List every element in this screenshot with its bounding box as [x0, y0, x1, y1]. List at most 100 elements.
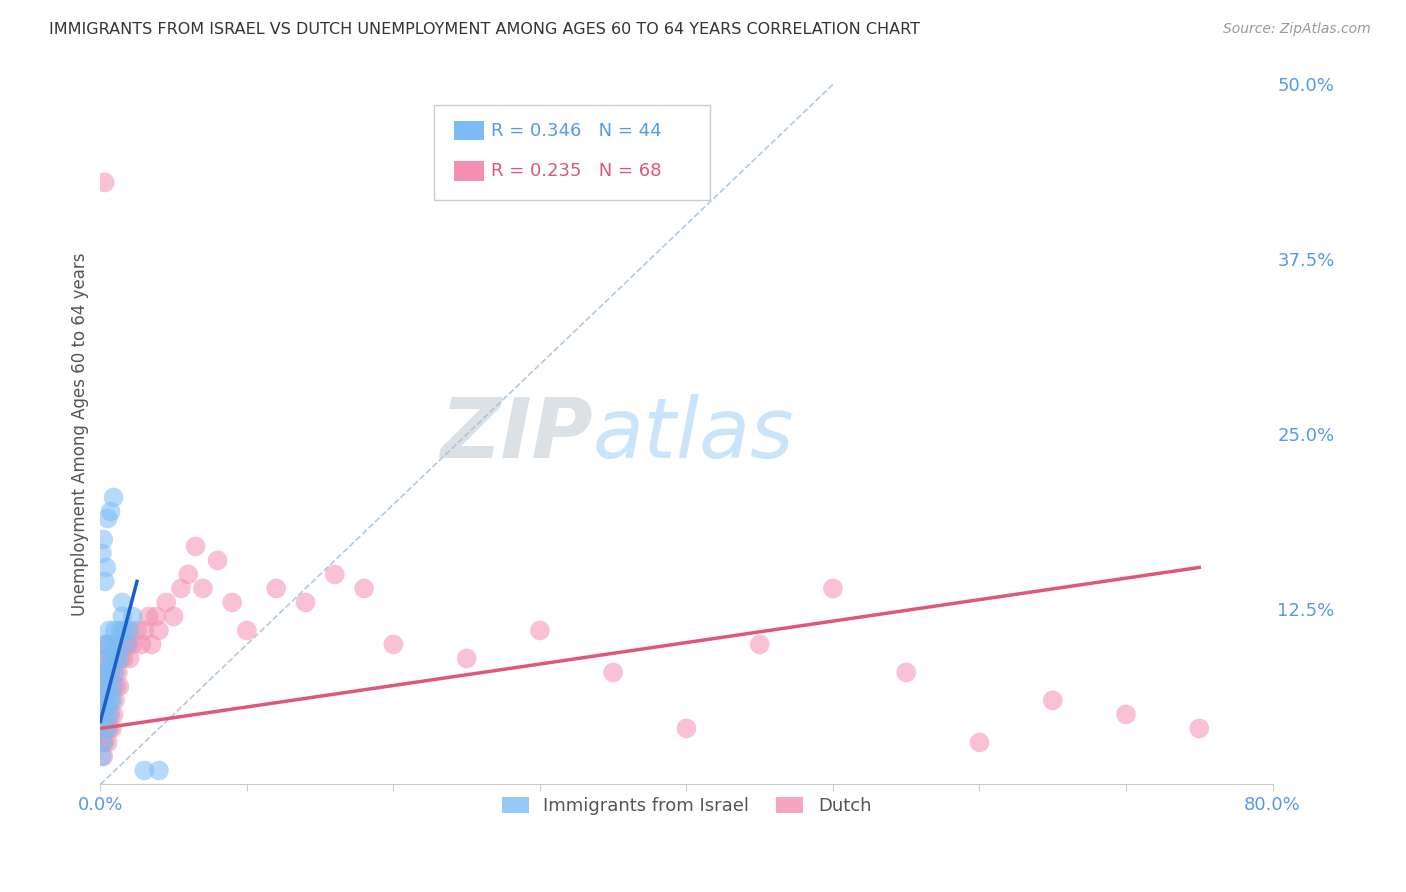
- Point: [121, 609, 143, 624]
- Point: [91, 735, 114, 749]
- Point: [100, 693, 122, 707]
- Point: [93, 176, 115, 190]
- Point: [105, 680, 128, 694]
- Point: [264, 582, 287, 596]
- Point: [104, 651, 127, 665]
- Point: [90, 707, 112, 722]
- Point: [134, 764, 156, 778]
- Point: [101, 637, 124, 651]
- FancyBboxPatch shape: [434, 105, 710, 200]
- Point: [90, 546, 112, 560]
- Point: [969, 735, 991, 749]
- Point: [1042, 693, 1064, 707]
- Point: [114, 637, 136, 651]
- Point: [821, 582, 844, 596]
- Text: IMMIGRANTS FROM ISRAEL VS DUTCH UNEMPLOYMENT AMONG AGES 60 TO 64 YEARS CORRELATI: IMMIGRANTS FROM ISRAEL VS DUTCH UNEMPLOY…: [49, 22, 920, 37]
- Point: [184, 540, 207, 554]
- Point: [103, 707, 125, 722]
- Point: [323, 567, 346, 582]
- Point: [90, 693, 112, 707]
- Point: [98, 624, 121, 638]
- Point: [353, 582, 375, 596]
- Point: [100, 707, 122, 722]
- Point: [112, 624, 135, 638]
- Point: [107, 665, 129, 680]
- Point: [93, 574, 115, 589]
- Point: [97, 637, 120, 651]
- Point: [101, 693, 124, 707]
- Point: [602, 665, 624, 680]
- Point: [111, 595, 134, 609]
- Point: [236, 624, 259, 638]
- FancyBboxPatch shape: [454, 120, 484, 140]
- Point: [108, 680, 131, 694]
- Point: [104, 624, 127, 638]
- Point: [93, 665, 115, 680]
- Text: R = 0.235   N = 68: R = 0.235 N = 68: [491, 162, 661, 180]
- Point: [170, 582, 193, 596]
- Point: [125, 624, 148, 638]
- Point: [145, 609, 167, 624]
- Point: [115, 624, 138, 638]
- FancyBboxPatch shape: [454, 161, 484, 181]
- Point: [105, 651, 128, 665]
- Point: [100, 651, 122, 665]
- Point: [118, 624, 141, 638]
- Point: [93, 693, 115, 707]
- Point: [97, 693, 120, 707]
- Point: [177, 567, 200, 582]
- Point: [148, 764, 170, 778]
- Point: [96, 722, 118, 736]
- Point: [110, 651, 132, 665]
- Point: [118, 651, 141, 665]
- Point: [93, 693, 115, 707]
- Point: [115, 637, 138, 651]
- Point: [93, 722, 115, 736]
- Point: [108, 651, 131, 665]
- Text: R = 0.346   N = 44: R = 0.346 N = 44: [491, 121, 661, 140]
- Point: [103, 491, 125, 505]
- Point: [96, 637, 118, 651]
- Point: [529, 624, 551, 638]
- Point: [98, 665, 121, 680]
- Point: [207, 553, 229, 567]
- Text: ZIP: ZIP: [440, 394, 593, 475]
- Point: [97, 651, 120, 665]
- Point: [91, 693, 114, 707]
- Point: [101, 680, 124, 694]
- Text: Source: ZipAtlas.com: Source: ZipAtlas.com: [1223, 22, 1371, 37]
- Point: [155, 595, 177, 609]
- Point: [98, 680, 121, 694]
- Point: [98, 707, 121, 722]
- Point: [98, 722, 121, 736]
- Point: [141, 637, 163, 651]
- Point: [162, 609, 184, 624]
- Point: [91, 533, 114, 547]
- Point: [97, 735, 120, 749]
- Point: [96, 560, 118, 574]
- Point: [96, 680, 118, 694]
- Text: atlas: atlas: [593, 394, 794, 475]
- Point: [1115, 707, 1137, 722]
- Point: [90, 749, 112, 764]
- Point: [134, 624, 156, 638]
- Point: [101, 722, 124, 736]
- Point: [97, 511, 120, 525]
- Point: [91, 707, 114, 722]
- Point: [294, 595, 316, 609]
- Point: [896, 665, 918, 680]
- Point: [97, 722, 120, 736]
- Point: [131, 637, 153, 651]
- Point: [91, 665, 114, 680]
- Point: [111, 637, 134, 651]
- Point: [107, 637, 129, 651]
- Point: [117, 637, 139, 651]
- Point: [96, 707, 118, 722]
- Point: [104, 665, 127, 680]
- Point: [100, 665, 122, 680]
- Point: [382, 637, 405, 651]
- Legend: Immigrants from Israel, Dutch: Immigrants from Israel, Dutch: [492, 788, 880, 824]
- Point: [93, 735, 115, 749]
- Point: [138, 609, 160, 624]
- Point: [97, 680, 120, 694]
